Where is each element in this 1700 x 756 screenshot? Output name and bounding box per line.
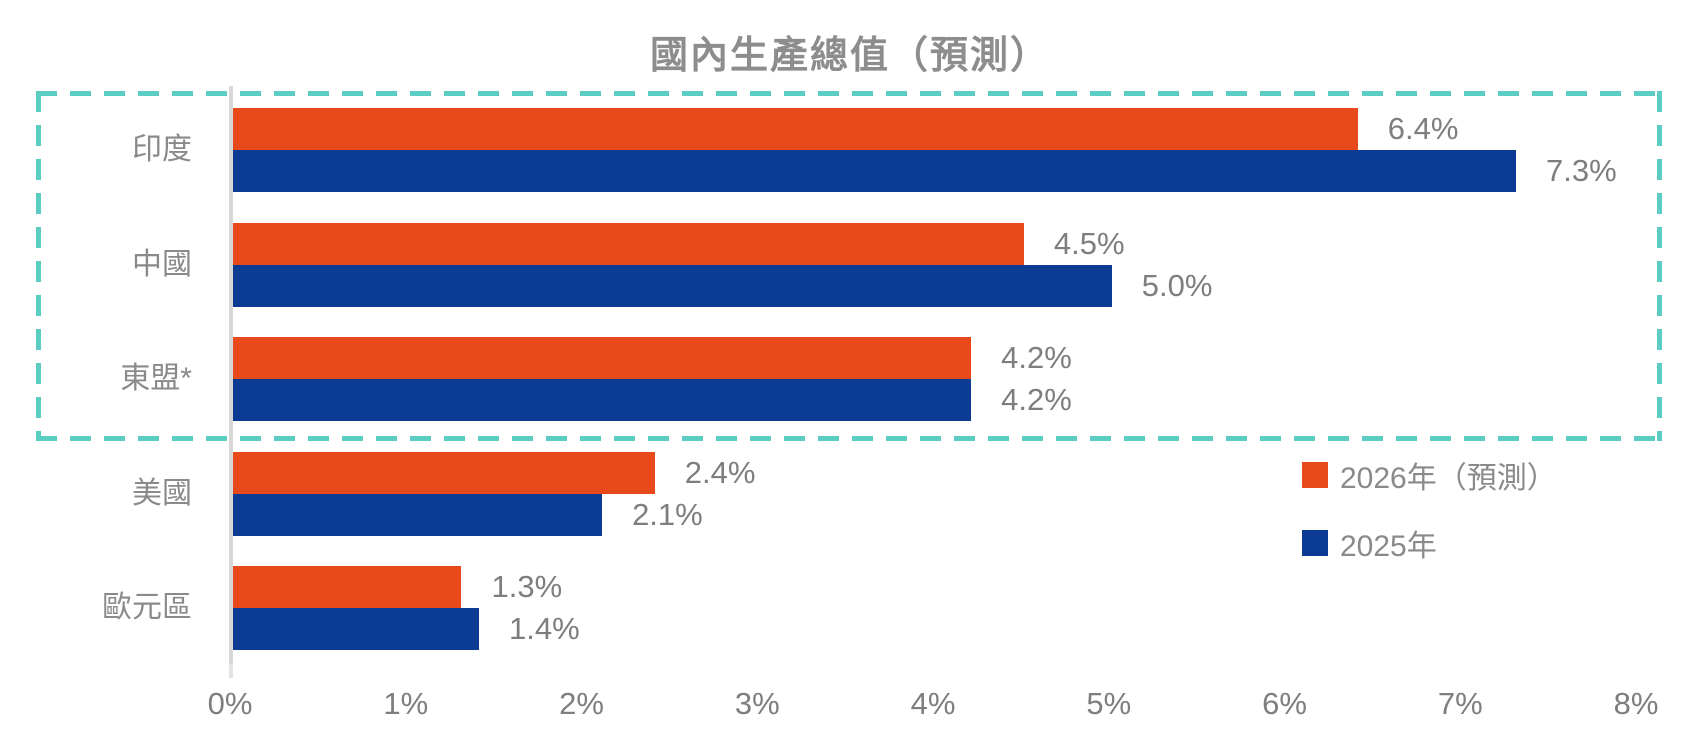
x-axis-tick-label: 2% [559, 686, 604, 721]
legend: 2026年（預測） 2025年 [1302, 460, 1557, 596]
x-axis-tick-label: 4% [910, 686, 956, 721]
bar-series1 [233, 222, 1024, 265]
x-axis-tick-label: 6% [1262, 686, 1307, 721]
category-label: 印度 [132, 133, 192, 166]
value-label: 4.2% [1001, 340, 1072, 375]
value-label: 1.3% [491, 569, 563, 604]
category-label: 中國 [132, 247, 192, 281]
legend-label: 2026年（預測） [1340, 462, 1557, 495]
legend-item: 2026年（預測） [1302, 460, 1557, 495]
bar-series2 [233, 379, 972, 421]
x-axis-tick-label: 1% [383, 686, 429, 721]
bar-series2 [233, 493, 603, 536]
value-label: 6.4% [1387, 111, 1459, 146]
value-label: 4.2% [1001, 382, 1072, 417]
category-label: 東盟* [120, 362, 192, 395]
bar-series2 [233, 608, 480, 650]
legend-swatch-icon [1302, 462, 1328, 488]
x-axis-tick-label: 5% [1086, 686, 1132, 721]
category-label: 美國 [132, 476, 192, 510]
bar-series2 [233, 264, 1112, 307]
legend-item: 2025年 [1302, 528, 1557, 563]
x-axis-zero-tick [229, 664, 233, 678]
category-label: 歐元區 [102, 591, 192, 624]
chart-title: 國內生產總值（預測） [649, 35, 1050, 77]
legend-label: 2025年 [1340, 530, 1437, 563]
x-axis-tick-label: 0% [207, 686, 253, 721]
legend-swatch-icon [1302, 530, 1328, 556]
highlight-box-top-edge [36, 91, 1662, 96]
x-axis-tick-label: 3% [734, 686, 780, 721]
value-label: 2.1% [632, 496, 703, 532]
value-label: 1.4% [509, 611, 580, 646]
x-axis-tick-label: 7% [1437, 686, 1483, 721]
y-axis-line [229, 86, 233, 664]
value-label: 4.5% [1053, 225, 1125, 261]
bar-series1 [233, 451, 655, 494]
highlight-box-right-edge [1657, 91, 1662, 441]
highlight-box-bottom-edge [36, 436, 1662, 441]
bar-series1 [233, 566, 462, 608]
highlight-box-left-edge [36, 91, 41, 441]
value-label: 2.4% [684, 454, 756, 490]
bar-series2 [233, 150, 1516, 192]
bar-series1 [233, 337, 972, 379]
value-label: 5.0% [1141, 267, 1213, 303]
value-label: 7.3% [1545, 153, 1617, 188]
x-axis-tick-label: 8% [1613, 686, 1659, 721]
bar-series1 [233, 108, 1358, 150]
